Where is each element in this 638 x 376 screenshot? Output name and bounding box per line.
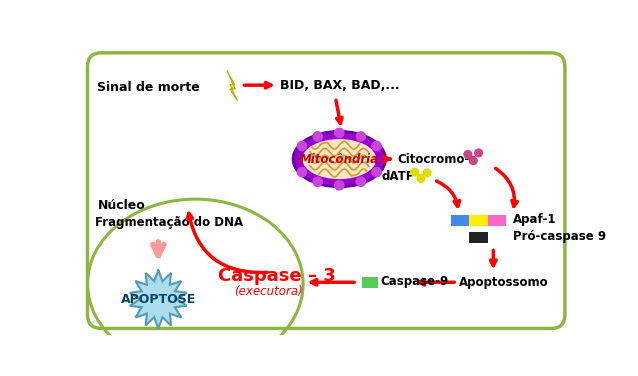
Circle shape <box>417 174 425 182</box>
Text: Apoptossomo: Apoptossomo <box>459 276 548 289</box>
Bar <box>470 232 488 243</box>
Circle shape <box>297 141 307 151</box>
Bar <box>451 215 470 226</box>
Text: Fragmentação do DNA: Fragmentação do DNA <box>95 216 243 229</box>
Circle shape <box>372 168 382 177</box>
Bar <box>470 215 488 226</box>
Circle shape <box>313 132 322 141</box>
Circle shape <box>475 149 482 157</box>
Bar <box>488 215 507 226</box>
Polygon shape <box>130 270 187 329</box>
Circle shape <box>335 180 344 190</box>
Circle shape <box>372 141 382 151</box>
Circle shape <box>335 128 344 138</box>
Text: Apaf-1: Apaf-1 <box>512 214 556 226</box>
Text: Caspase – 3: Caspase – 3 <box>218 267 336 285</box>
Text: BID, BAX, BAD,...: BID, BAX, BAD,... <box>280 79 399 92</box>
Circle shape <box>356 177 366 186</box>
Polygon shape <box>227 71 237 101</box>
Circle shape <box>297 168 307 177</box>
Ellipse shape <box>293 131 385 187</box>
Circle shape <box>423 169 431 177</box>
Text: dATP: dATP <box>382 170 415 182</box>
Bar <box>362 277 378 288</box>
Ellipse shape <box>302 139 376 179</box>
Text: Caspase-9: Caspase-9 <box>380 275 449 288</box>
Text: (executora): (executora) <box>234 285 302 298</box>
Circle shape <box>470 157 477 164</box>
Text: Pró-caspase 9: Pró-caspase 9 <box>512 230 605 243</box>
Circle shape <box>313 177 322 186</box>
Circle shape <box>356 132 366 141</box>
Circle shape <box>411 168 419 176</box>
Text: Citocromo-c: Citocromo-c <box>397 153 477 165</box>
FancyBboxPatch shape <box>87 53 565 329</box>
Text: Sinal de morte: Sinal de morte <box>97 81 200 94</box>
Text: Núcleo: Núcleo <box>98 199 146 212</box>
Text: Mitocôndria: Mitocôndria <box>300 153 379 165</box>
Text: APOPTOSE: APOPTOSE <box>121 293 196 306</box>
Circle shape <box>464 151 471 158</box>
